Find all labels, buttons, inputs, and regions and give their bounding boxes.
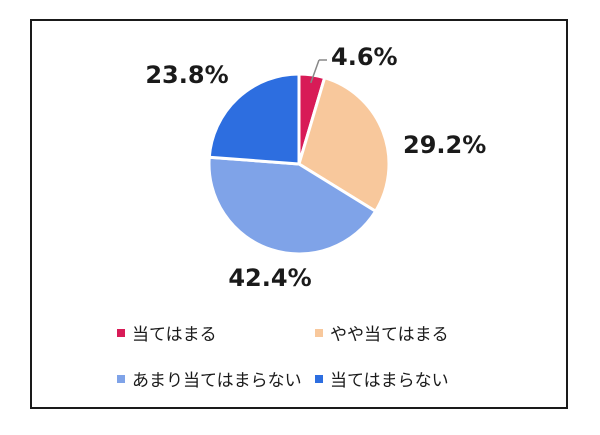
legend-label-3: 当てはまらない xyxy=(330,371,449,391)
leader-line-slice-0 xyxy=(310,59,320,84)
data-label-3: 23.8% xyxy=(145,61,228,89)
legend-label-0: 当てはまる xyxy=(132,325,217,345)
legend-label-2: あまり当てはまらない xyxy=(132,371,302,391)
legend-item-1: やや当てはまる xyxy=(315,320,449,345)
data-label-1: 29.2% xyxy=(403,131,486,159)
pie-slice-2 xyxy=(207,155,378,256)
data-label-2: 42.4% xyxy=(228,264,311,292)
legend-item-0: 当てはまる xyxy=(117,320,217,345)
legend-item-2: あまり当てはまらない xyxy=(117,366,302,391)
legend-swatch-3 xyxy=(315,374,323,383)
pie-slice-1 xyxy=(297,76,391,213)
legend-swatch-2 xyxy=(117,374,125,383)
legend-item-3: 当てはまらない xyxy=(315,366,449,391)
pie-slice-3 xyxy=(207,72,301,166)
legend-swatch-0 xyxy=(117,328,125,337)
legend-swatch-1 xyxy=(315,328,323,337)
legend-label-1: やや当てはまる xyxy=(330,325,449,345)
data-label-0: 4.6% xyxy=(331,43,398,71)
